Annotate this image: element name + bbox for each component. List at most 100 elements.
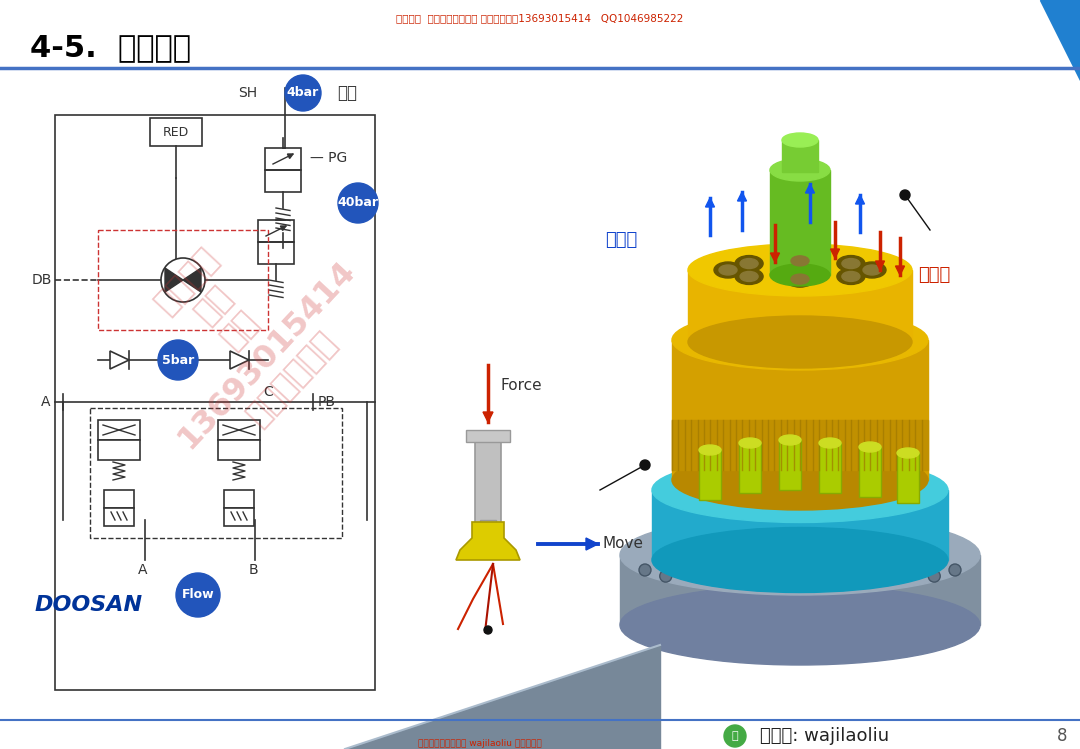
Polygon shape — [110, 351, 129, 369]
Polygon shape — [738, 192, 746, 201]
Ellipse shape — [786, 271, 814, 287]
Polygon shape — [876, 261, 885, 270]
Circle shape — [639, 564, 651, 576]
Ellipse shape — [719, 265, 737, 275]
Circle shape — [724, 725, 746, 747]
Circle shape — [716, 554, 729, 565]
Bar — [688, 270, 912, 342]
Circle shape — [949, 564, 961, 576]
Bar — [218, 420, 260, 440]
Polygon shape — [831, 249, 839, 258]
Text: 免费资料：搜索关注 wajilaoliu 微信公众号: 免费资料：搜索关注 wajilaoliu 微信公众号 — [418, 739, 542, 748]
Ellipse shape — [672, 310, 928, 370]
Text: Move: Move — [603, 536, 644, 551]
Bar — [465, 430, 510, 442]
Polygon shape — [281, 226, 286, 231]
Text: 4bar: 4bar — [287, 86, 319, 100]
Circle shape — [794, 576, 806, 588]
Ellipse shape — [842, 258, 860, 269]
Bar — [104, 508, 134, 526]
Bar — [739, 443, 761, 493]
Ellipse shape — [782, 133, 818, 147]
Bar — [779, 440, 801, 490]
Circle shape — [338, 183, 378, 223]
Bar — [265, 170, 301, 192]
Text: A: A — [41, 395, 50, 409]
Text: PB: PB — [318, 395, 336, 409]
Circle shape — [285, 75, 321, 111]
Ellipse shape — [779, 435, 801, 445]
Bar — [98, 440, 140, 460]
Polygon shape — [895, 266, 905, 275]
Bar — [699, 450, 721, 500]
Text: 低压油: 低压油 — [605, 231, 637, 249]
Ellipse shape — [699, 445, 721, 455]
Ellipse shape — [837, 255, 865, 272]
Circle shape — [660, 570, 672, 582]
Ellipse shape — [897, 448, 919, 458]
Circle shape — [794, 552, 806, 564]
Polygon shape — [806, 184, 814, 193]
Polygon shape — [165, 268, 183, 292]
Polygon shape — [345, 645, 660, 749]
Polygon shape — [586, 538, 598, 550]
Bar — [265, 148, 301, 170]
Circle shape — [716, 574, 729, 586]
Ellipse shape — [786, 253, 814, 269]
Text: 大于: 大于 — [337, 84, 357, 102]
Bar — [98, 230, 268, 330]
Bar — [652, 490, 948, 560]
Text: DB: DB — [31, 273, 52, 287]
Text: 5bar: 5bar — [162, 354, 194, 366]
Bar — [55, 115, 375, 690]
Bar — [90, 408, 342, 538]
Polygon shape — [770, 253, 780, 262]
Ellipse shape — [620, 515, 980, 595]
Bar — [480, 520, 496, 545]
Ellipse shape — [863, 265, 881, 275]
Text: C: C — [264, 385, 273, 399]
Text: 高压油: 高压油 — [918, 266, 950, 284]
Circle shape — [928, 558, 941, 570]
Polygon shape — [705, 198, 715, 207]
Ellipse shape — [672, 450, 928, 510]
Polygon shape — [230, 351, 249, 369]
Ellipse shape — [740, 258, 758, 269]
Text: 微: 微 — [731, 731, 739, 741]
Ellipse shape — [620, 585, 980, 665]
Polygon shape — [287, 154, 293, 159]
Bar — [897, 453, 919, 503]
Circle shape — [900, 190, 910, 200]
Circle shape — [660, 558, 672, 570]
Text: 微信号: wajilaoliu: 微信号: wajilaoliu — [760, 727, 889, 745]
Ellipse shape — [688, 244, 912, 296]
Ellipse shape — [740, 271, 758, 282]
Bar — [104, 490, 134, 508]
Bar — [782, 140, 818, 172]
Circle shape — [640, 460, 650, 470]
Bar — [620, 555, 980, 625]
Bar — [218, 440, 260, 460]
Circle shape — [176, 573, 220, 617]
Circle shape — [928, 570, 941, 582]
Ellipse shape — [688, 316, 912, 368]
Text: 40bar: 40bar — [337, 196, 378, 210]
Circle shape — [158, 340, 198, 380]
Polygon shape — [1040, 0, 1080, 80]
Ellipse shape — [770, 264, 831, 286]
Ellipse shape — [735, 255, 764, 272]
Polygon shape — [456, 522, 519, 560]
Text: Flow: Flow — [181, 589, 214, 601]
Bar — [224, 490, 254, 508]
Ellipse shape — [652, 527, 948, 592]
Ellipse shape — [652, 458, 948, 523]
Bar — [224, 508, 254, 526]
Text: 4-5.  缸体组件: 4-5. 缸体组件 — [30, 34, 191, 62]
Ellipse shape — [859, 442, 881, 452]
Bar — [819, 443, 841, 493]
Polygon shape — [183, 268, 201, 292]
Ellipse shape — [837, 268, 865, 285]
Bar — [258, 220, 294, 242]
Bar — [672, 340, 928, 480]
Ellipse shape — [735, 268, 764, 285]
